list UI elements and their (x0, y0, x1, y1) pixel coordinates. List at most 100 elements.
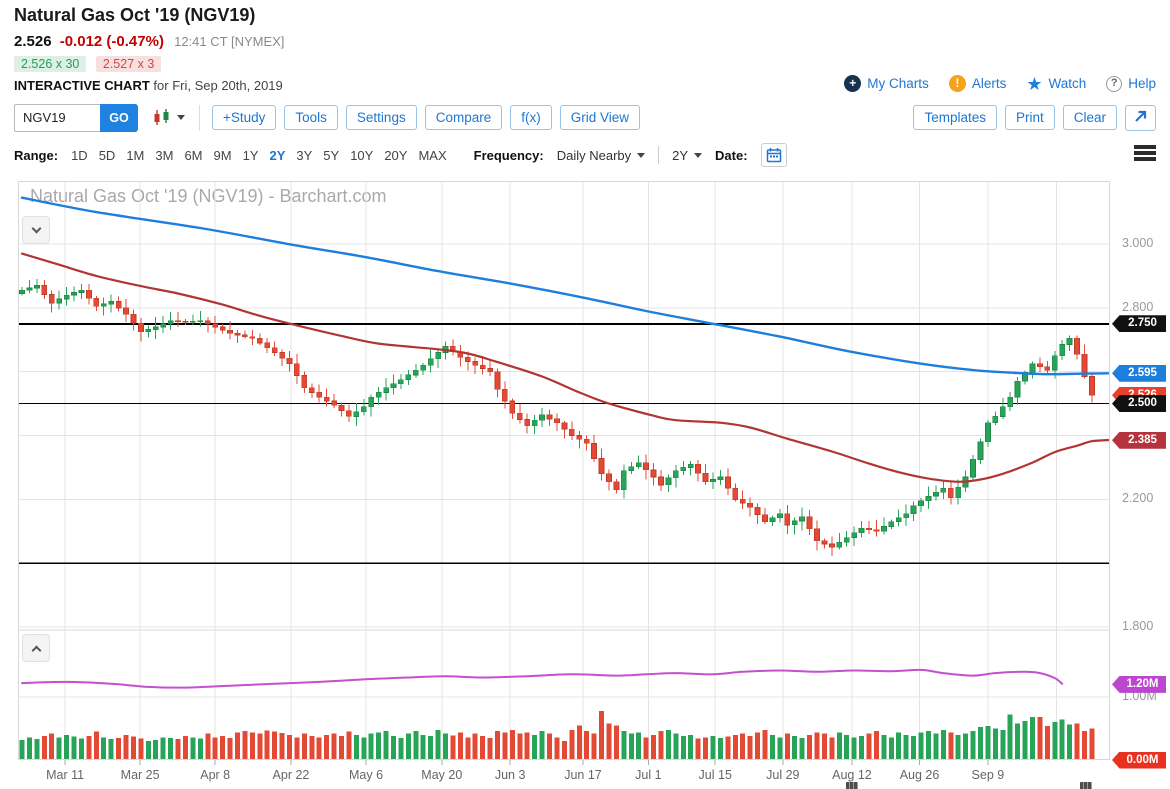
x-axis-label: Aug 26 (899, 768, 940, 782)
chart-date-label: for Fri, Sep 20th, 2019 (153, 78, 283, 93)
x-axis-label: Jul 15 (698, 768, 732, 782)
chevron-down-icon (637, 152, 646, 158)
long-moving-average-line (20, 196, 1110, 376)
x-axis-label: Apr 22 (272, 768, 310, 782)
x-axis-label: Aug 12 (832, 768, 872, 782)
top-links: + My Charts ! Alerts ★ Watch ? Help (844, 73, 1156, 94)
bid-ask-row: 2.526 x 30 2.527 x 3 (14, 56, 162, 72)
range-option-20y[interactable]: 20Y (384, 147, 408, 163)
toolbar-button-compare[interactable]: Compare (424, 105, 503, 130)
toolbar-button-settings[interactable]: Settings (345, 105, 417, 130)
expand-chart-button[interactable] (1125, 104, 1156, 131)
price-change: -0.012 (-0.47%) (59, 33, 164, 50)
range-option-10y[interactable]: 10Y (350, 147, 374, 163)
range-option-3y[interactable]: 3Y (296, 147, 313, 163)
price-flag-2.500: 2.500 (1112, 395, 1166, 413)
x-axis-label: Sep 9 (971, 768, 1005, 782)
range-option-9m[interactable]: 9M (213, 147, 232, 163)
period-dropdown[interactable]: 2Y (672, 147, 703, 163)
range-option-1y[interactable]: 1Y (242, 147, 259, 163)
y-axis-label: 1.800 (1122, 619, 1154, 633)
toolbar-button-templates[interactable]: Templates (913, 105, 997, 130)
y-axis-label: 3.000 (1122, 236, 1154, 250)
toolbar-button-study[interactable]: +Study (212, 105, 277, 130)
alerts-link[interactable]: ! Alerts (948, 75, 1007, 92)
toolbar-button-fx[interactable]: f(x) (510, 105, 552, 130)
page-title: Natural Gas Oct '19 (NGV19) (14, 5, 256, 25)
price-flag-1.20m: 1.20M (1112, 675, 1166, 693)
toolbar-button-gridview[interactable]: Grid View (559, 105, 641, 130)
my-charts-link[interactable]: + My Charts (844, 75, 929, 92)
go-button[interactable]: GO (100, 103, 138, 132)
my-charts-label: My Charts (867, 76, 929, 91)
last-price: 2.526 (14, 33, 52, 50)
menu-icon[interactable] (1134, 145, 1156, 161)
range-option-1d[interactable]: 1D (71, 147, 88, 163)
range-option-6m[interactable]: 6M (184, 147, 203, 163)
chart-type-dropdown[interactable] (152, 108, 185, 127)
range-divider (658, 146, 660, 164)
x-axis-label: May 20 (421, 768, 463, 782)
toolbar-button-print[interactable]: Print (1004, 105, 1055, 130)
chart-panner-handle[interactable] (846, 782, 858, 789)
frequency-value: Daily Nearby (556, 147, 632, 163)
price-flag-0.00m: 0.00M (1112, 751, 1166, 769)
page-subtitle: INTERACTIVE CHART for Fri, Sep 20th, 201… (14, 78, 283, 93)
chevron-down-icon (694, 152, 703, 158)
y-axis-label: 2.800 (1122, 299, 1154, 314)
x-axis-label: Mar 11 (46, 768, 85, 782)
price-flag-2.595: 2.595 (1112, 364, 1166, 382)
y-axis-label: 2.200 (1122, 491, 1154, 506)
x-axis-label: Jul 1 (635, 768, 662, 782)
toolbar-button-tools[interactable]: Tools (284, 105, 338, 130)
watch-link[interactable]: ★ Watch (1026, 73, 1086, 94)
date-picker-button[interactable] (760, 143, 787, 167)
period-value: 2Y (672, 147, 689, 163)
help-link[interactable]: ? Help (1106, 75, 1156, 92)
star-icon: ★ (1026, 73, 1043, 94)
chart-watermark: Natural Gas Oct '19 (NGV19) - Barchart.c… (30, 186, 387, 206)
chart-toolbar: GO +Study Tools Settings Compare f(x) Grid Vi… (14, 103, 1156, 132)
x-axis-label: Jul 29 (766, 768, 800, 782)
collapse-volume-pane-button[interactable] (22, 634, 50, 662)
toolbar-button-clear[interactable]: Clear (1062, 105, 1117, 130)
interactive-chart-label: INTERACTIVE CHART (14, 78, 150, 93)
plus-circle-icon: + (844, 75, 862, 92)
x-axis-label: Apr 8 (200, 768, 231, 782)
alert-icon: ! (948, 75, 966, 92)
candlestick-icon (154, 109, 169, 125)
help-icon: ? (1106, 75, 1123, 92)
alerts-label: Alerts (971, 76, 1007, 91)
chart-panner-handle[interactable] (1080, 782, 1092, 789)
collapse-price-pane-button[interactable] (22, 216, 50, 244)
help-label: Help (1128, 76, 1156, 91)
range-option-max[interactable]: MAX (418, 147, 447, 163)
chart-area: Natural Gas Oct '19 (NGV19) - Barchart.c… (0, 172, 1170, 789)
quote-line: 2.526 -0.012 (-0.47%) 12:41 CT [NYMEX] (14, 33, 284, 50)
symbol-input[interactable] (14, 103, 100, 132)
date-label: Date: (715, 147, 748, 163)
price-flag-2.385: 2.385 (1112, 431, 1166, 449)
range-bar: Range: 1D 5D 1M 3M 6M 9M 1Y 2Y 3Y 5Y 10Y 20Y MAX Fre… (14, 143, 1156, 167)
range-option-1m[interactable]: 1M (126, 147, 145, 163)
range-option-5d[interactable]: 5D (98, 147, 116, 163)
range-option-2y[interactable]: 2Y (269, 147, 286, 163)
x-axis-label: May 6 (348, 768, 384, 782)
open-interest-line (21, 668, 1064, 689)
toolbar-buttons-left: +Study Tools Settings Compare f(x) Grid View (212, 105, 641, 130)
range-option-5y[interactable]: 5Y (323, 147, 340, 163)
arrow-up-right-icon (1135, 110, 1147, 122)
chevron-down-icon (177, 115, 185, 120)
range-label: Range: (14, 147, 59, 163)
toolbar-divider (199, 104, 200, 131)
short-moving-average-line (20, 252, 1110, 483)
x-axis-label: Jun 3 (494, 768, 526, 782)
range-options: 1D 5D 1M 3M 6M 9M 1Y 2Y 3Y 5Y 10Y 20Y MAX (71, 148, 447, 163)
frequency-dropdown[interactable]: Daily Nearby (556, 147, 646, 163)
x-axis-label: Jun 17 (564, 768, 602, 782)
x-axis-label: Mar 25 (120, 768, 160, 782)
quote-time: 12:41 CT [NYMEX] (174, 34, 285, 49)
frequency-label: Frequency: (473, 147, 544, 163)
price-chart[interactable] (18, 181, 1110, 773)
range-option-3m[interactable]: 3M (155, 147, 174, 163)
